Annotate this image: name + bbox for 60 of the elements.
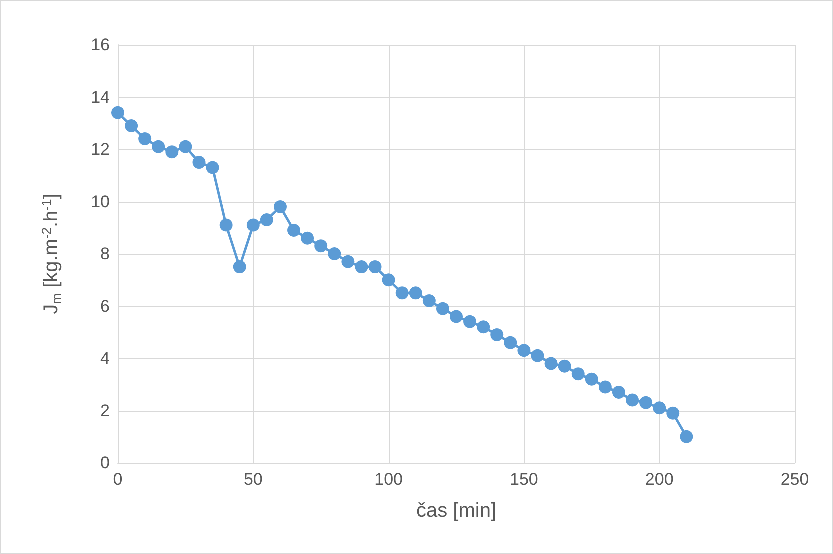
point: [166, 146, 179, 159]
point: [274, 200, 287, 214]
point: [233, 260, 246, 274]
y-tick-label: 4: [100, 349, 110, 368]
point: [666, 406, 680, 420]
y-tick-label: 10: [91, 192, 110, 212]
y-tick-label: 12: [91, 140, 110, 159]
y-axis-title: Jm [kg.m-2.h-1]: [39, 194, 64, 314]
x-tick-label: 100: [374, 470, 403, 489]
point: [328, 248, 342, 260]
point: [612, 386, 626, 399]
point: [342, 255, 355, 268]
point: [112, 106, 124, 120]
point: [288, 224, 301, 237]
point: [138, 132, 152, 146]
point: [368, 260, 382, 274]
point: [558, 360, 572, 373]
point: [314, 240, 328, 253]
point: [598, 380, 612, 394]
x-tick-label: 150: [510, 470, 538, 489]
y-tick-label: 14: [91, 88, 110, 107]
y-tick-label: 2: [100, 401, 110, 420]
point: [436, 302, 450, 316]
point: [490, 328, 504, 342]
point: [450, 310, 463, 324]
point: [301, 232, 314, 245]
point: [531, 349, 544, 362]
x-tick-label: 0: [113, 470, 123, 489]
point: [422, 294, 436, 308]
point: [518, 344, 531, 358]
point: [206, 161, 220, 174]
point: [640, 396, 653, 410]
x-tick-label: 250: [780, 470, 810, 489]
point: [653, 402, 666, 415]
point: [409, 286, 422, 300]
point: [396, 286, 409, 300]
point: [626, 394, 640, 407]
point: [260, 214, 274, 227]
point: [152, 140, 166, 154]
point: [192, 156, 206, 170]
x-tick-label: 200: [645, 470, 674, 489]
y-tick-label: 6: [100, 296, 110, 316]
point: [179, 140, 192, 154]
y-tick-label: 0: [100, 454, 110, 472]
point: [544, 357, 558, 370]
point: [382, 274, 396, 287]
x-axis-title: čas [min]: [416, 500, 497, 522]
point: [504, 336, 518, 350]
point: [125, 119, 138, 132]
point: [220, 218, 233, 232]
point: [464, 315, 477, 328]
y-tick-label: 8: [100, 244, 110, 264]
x-tick-label: 50: [244, 470, 263, 489]
point: [585, 372, 598, 386]
y-tick-label: 16: [91, 36, 110, 54]
point: [246, 218, 260, 232]
point: [572, 368, 585, 381]
point: [680, 430, 694, 444]
point: [477, 320, 490, 334]
point: [355, 260, 368, 274]
